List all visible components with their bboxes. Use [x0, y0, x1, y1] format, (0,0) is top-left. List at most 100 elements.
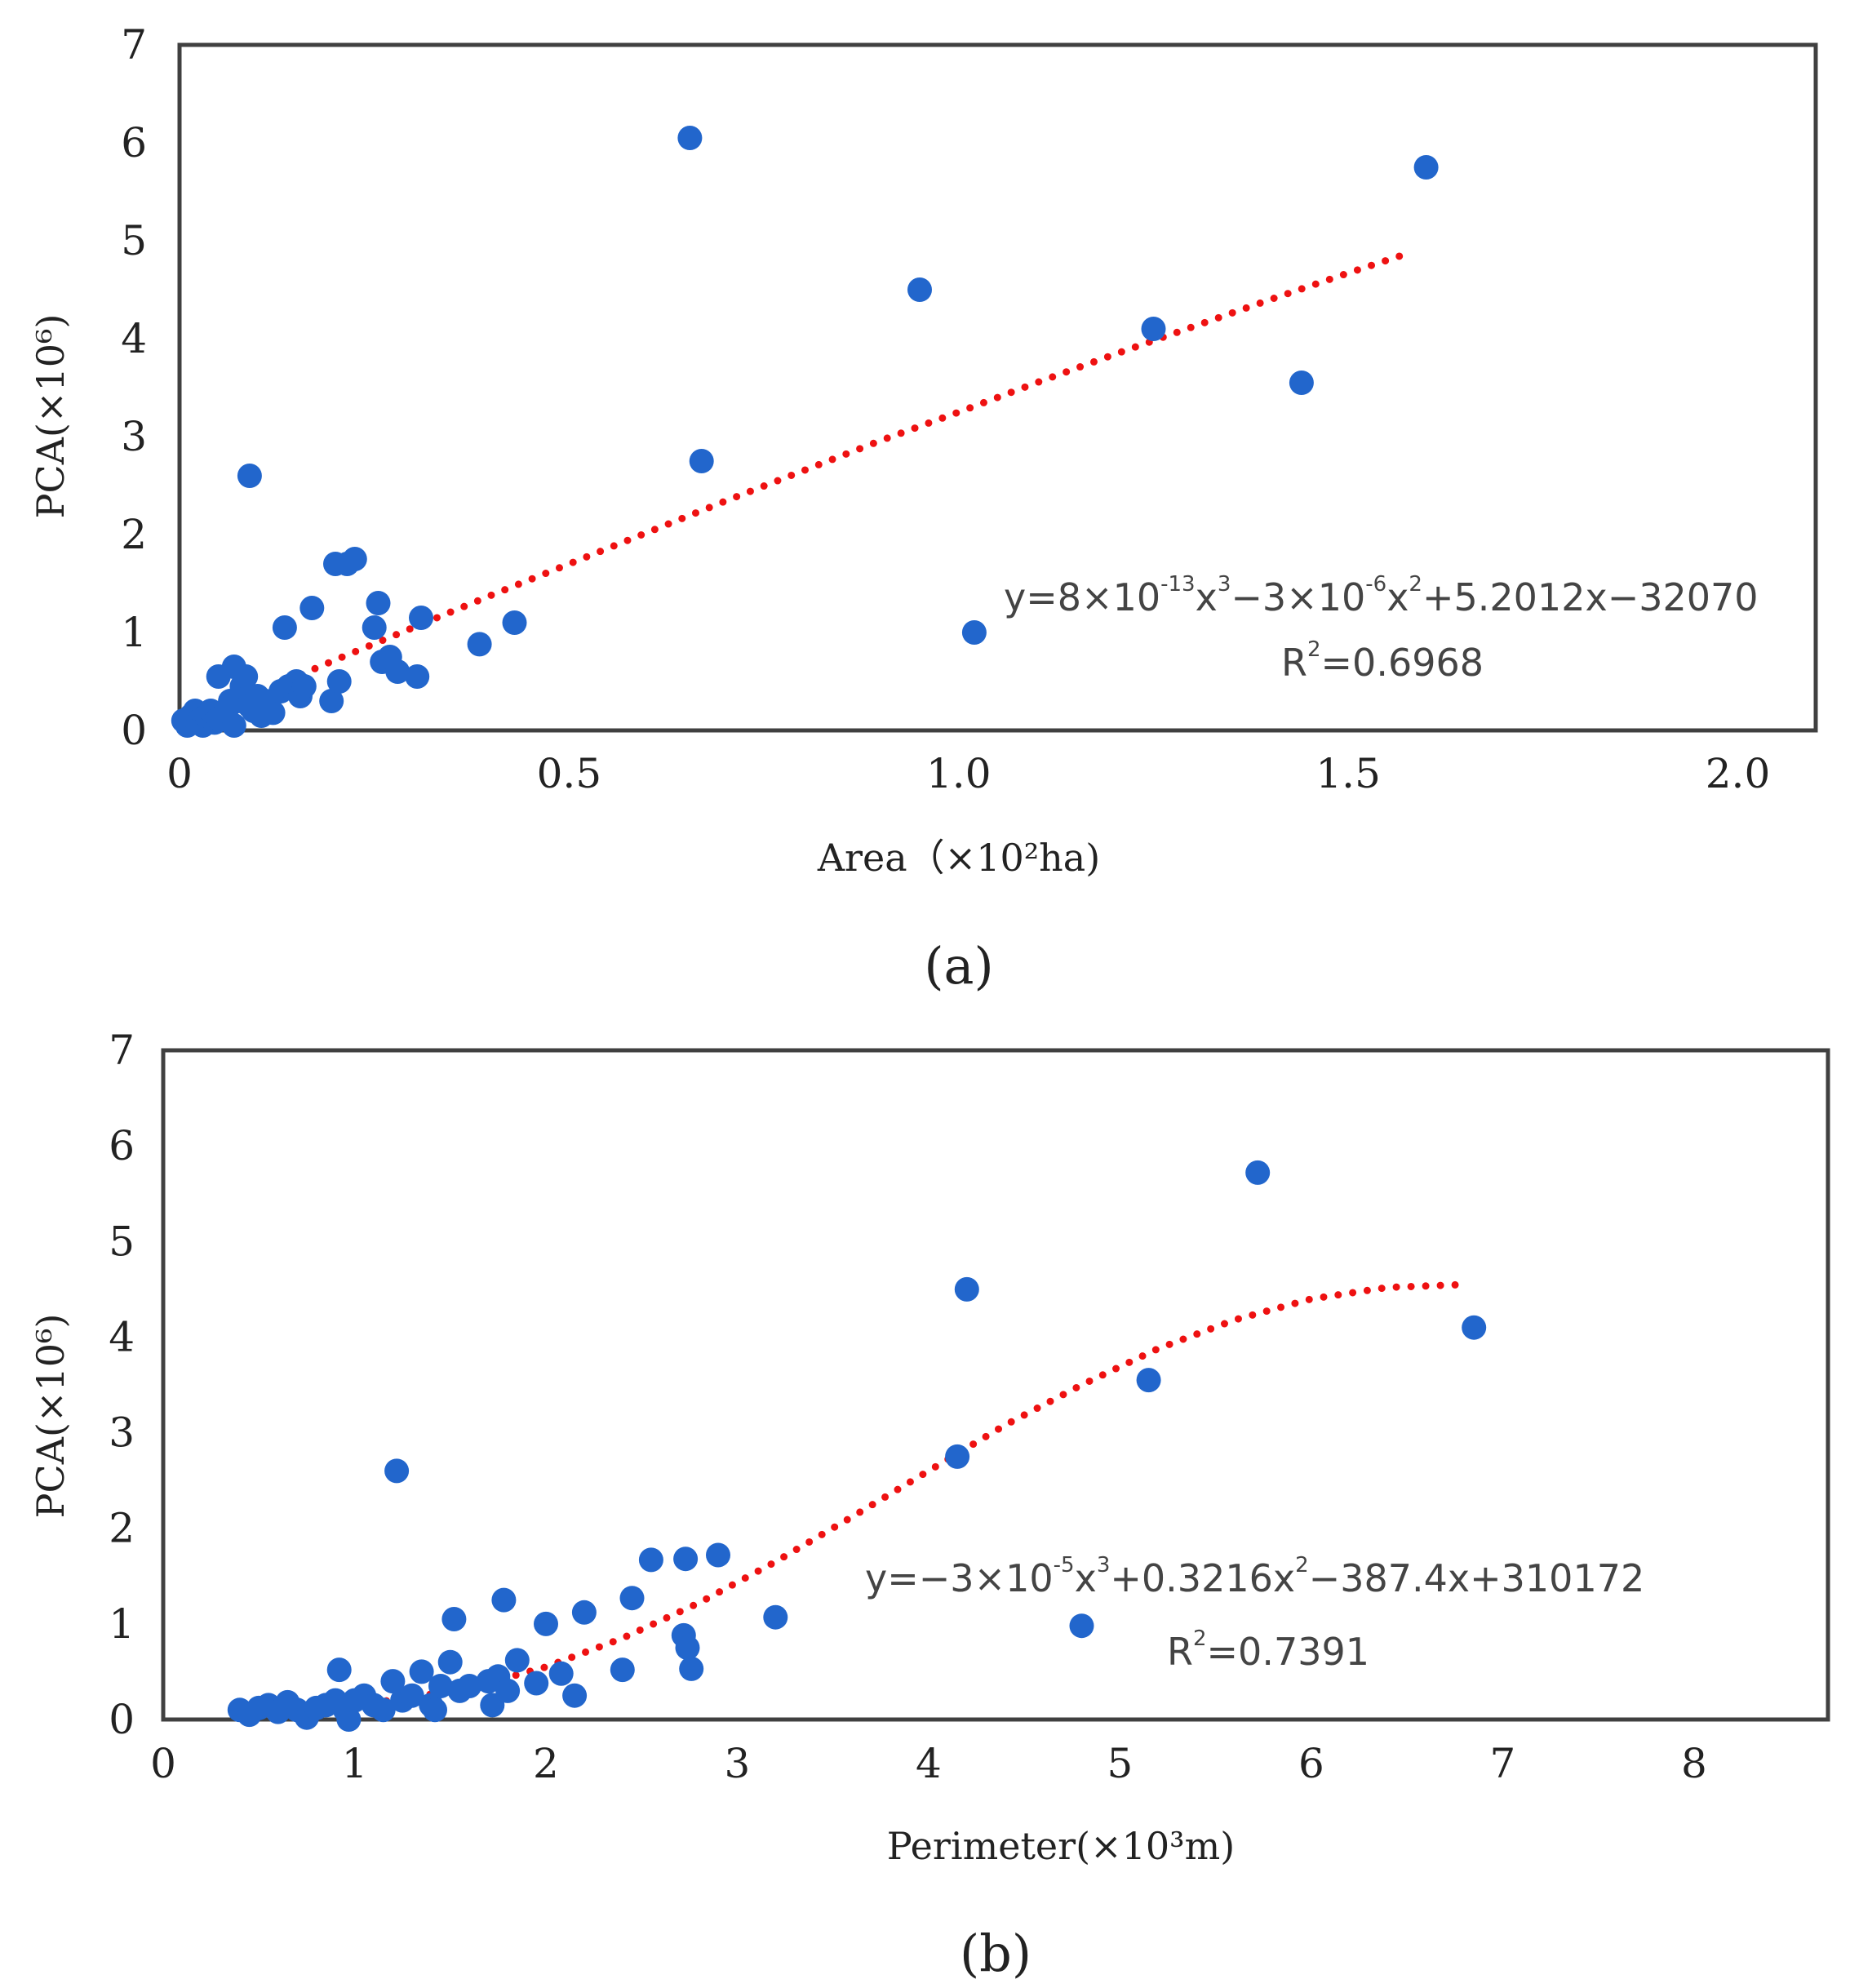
x-tick-label: 4 — [916, 1740, 942, 1787]
data-point — [610, 1657, 635, 1683]
data-point — [291, 674, 317, 699]
data-point — [677, 126, 703, 150]
data-points-b — [227, 1160, 1487, 1732]
x-ticks-b: 0 1 2 3 4 5 6 7 8 — [150, 1740, 1707, 1787]
y-tick-label: 1 — [109, 1600, 135, 1648]
data-point — [457, 1674, 482, 1698]
data-point — [706, 1542, 730, 1568]
data-point — [907, 277, 932, 302]
y-tick-label: 3 — [109, 1409, 135, 1457]
data-point — [399, 1683, 424, 1708]
data-point — [534, 1611, 558, 1636]
data-point — [689, 449, 714, 473]
y-tick-label: 1 — [121, 609, 147, 656]
chart-b: 0 1 2 3 4 5 6 7 8 0 1 2 3 4 5 6 7 Perimeter(×10³m) PCA(… — [29, 1027, 1830, 1983]
data-point — [409, 1659, 434, 1684]
caption-b: (b) — [960, 1924, 1031, 1983]
data-points-a — [171, 126, 1439, 738]
x-tick-label: 8 — [1681, 1740, 1707, 1787]
x-axis-label-b: Perimeter(×10³m) — [887, 1824, 1235, 1868]
data-point — [1245, 1160, 1271, 1185]
y-tick-label: 6 — [109, 1122, 135, 1169]
data-point — [385, 659, 410, 684]
data-point — [326, 669, 352, 694]
data-point — [437, 1649, 463, 1675]
data-point — [945, 1444, 970, 1469]
data-point — [405, 664, 430, 689]
data-point — [571, 1600, 597, 1625]
data-point — [524, 1671, 549, 1696]
data-point — [1462, 1315, 1487, 1340]
data-point — [1069, 1613, 1094, 1639]
data-point — [342, 547, 367, 571]
x-tick-label: 2 — [533, 1740, 559, 1787]
x-tick-label: 0 — [166, 750, 193, 797]
data-point — [428, 1674, 453, 1698]
data-point — [954, 1276, 979, 1302]
y-tick-label: 5 — [121, 217, 147, 264]
data-point — [491, 1587, 517, 1613]
x-tick-label: 1 — [342, 1740, 368, 1787]
data-point — [260, 700, 286, 726]
r-squared-b: R2=0.7391 — [1167, 1626, 1369, 1674]
trend-line-a — [175, 248, 1414, 730]
data-point — [384, 1458, 410, 1484]
equation-b: y=−3×10-5x3+0.3216x2−387.4x+310172 — [865, 1553, 1644, 1600]
x-tick-label: 2.0 — [1706, 750, 1771, 797]
x-axis-label-a: Area（×10²ha) — [817, 836, 1100, 880]
y-axis-label-a: PCA(×10⁶) — [29, 314, 73, 519]
x-tick-label: 1.5 — [1315, 750, 1381, 797]
plot-frame-a — [177, 42, 1818, 733]
data-point — [370, 1697, 396, 1723]
data-point — [272, 615, 297, 640]
x-tick-label: 1.0 — [926, 750, 992, 797]
data-point — [221, 713, 246, 738]
r-squared-a: R2=0.6968 — [1281, 637, 1484, 685]
data-point — [380, 1669, 406, 1694]
x-tick-label: 0 — [150, 1740, 176, 1787]
x-tick-label: 5 — [1107, 1740, 1134, 1787]
y-ticks-a: 0 1 2 3 4 5 6 7 — [121, 21, 147, 754]
y-tick-label: 3 — [121, 413, 147, 460]
trend-line — [175, 248, 1414, 730]
equation-a: y=8×10-13x3−3×10-6x2+5.2012x−32070 — [1004, 572, 1759, 619]
y-axis-label-b: PCA(×10⁶) — [29, 1314, 73, 1519]
data-point — [562, 1683, 588, 1708]
data-point — [495, 1678, 521, 1703]
data-point — [480, 1693, 505, 1718]
x-tick-label: 0.5 — [537, 750, 602, 797]
data-point — [299, 596, 325, 620]
y-tick-label: 2 — [121, 511, 147, 558]
data-point — [423, 1697, 447, 1723]
data-point — [675, 1635, 700, 1661]
data-point — [619, 1586, 645, 1611]
data-point — [362, 615, 387, 640]
plot-frame-b — [161, 1048, 1830, 1722]
chart-a: 0 0.5 1.0 1.5 2.0 0 1 2 3 4 5 6 7 Area（×10²ha) PCA(… — [29, 21, 1818, 996]
x-ticks-a: 0 0.5 1.0 1.5 2.0 — [166, 750, 1770, 797]
x-tick-label: 3 — [725, 1740, 751, 1787]
data-point — [504, 1648, 530, 1673]
y-ticks-b: 0 1 2 3 4 5 6 7 — [109, 1027, 135, 1743]
data-point — [1136, 1368, 1161, 1393]
data-point — [548, 1661, 574, 1686]
y-tick-label: 0 — [109, 1696, 135, 1743]
data-point — [467, 632, 492, 657]
data-point — [409, 606, 433, 630]
data-point — [326, 1657, 352, 1683]
y-tick-label: 6 — [121, 119, 147, 166]
data-point — [679, 1656, 704, 1681]
data-point — [961, 620, 987, 645]
data-point — [1141, 317, 1166, 341]
caption-a: (a) — [924, 936, 993, 996]
data-point — [1289, 371, 1314, 395]
x-tick-label: 6 — [1298, 1740, 1324, 1787]
data-point — [502, 610, 527, 635]
y-tick-label: 7 — [121, 21, 147, 69]
data-point — [638, 1547, 663, 1573]
data-point — [673, 1546, 699, 1572]
data-point — [336, 1707, 362, 1732]
y-tick-label: 4 — [121, 315, 147, 362]
x-tick-label: 7 — [1489, 1740, 1515, 1787]
